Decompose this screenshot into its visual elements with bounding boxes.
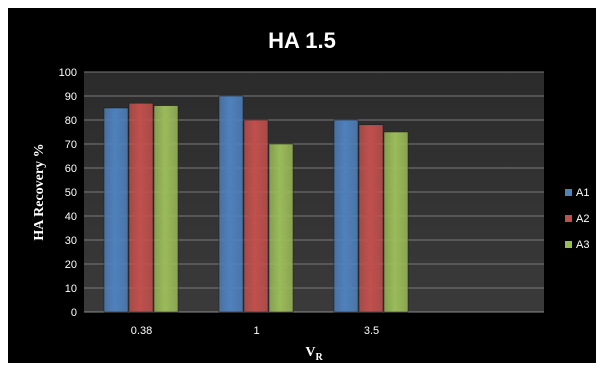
y-axis-label: HA Recovery % <box>32 143 47 240</box>
legend-swatch-a1 <box>565 189 572 196</box>
x-tick-label: 1 <box>253 325 259 337</box>
bar-a2-1 <box>243 119 269 313</box>
y-tick-label: 100 <box>59 67 77 79</box>
legend-swatch-a3 <box>565 241 572 248</box>
y-tick-label: 30 <box>65 235 77 247</box>
bar-a2-0 <box>128 102 154 313</box>
legend-label-a1: A1 <box>576 187 589 199</box>
legend: A1 A2 A3 <box>565 187 589 251</box>
y-tick-label: 0 <box>71 307 77 319</box>
y-tick-label: 60 <box>65 163 77 175</box>
x-tick-label: 0.38 <box>131 325 152 337</box>
y-tick-label: 10 <box>65 283 77 295</box>
y-tick-label: 40 <box>65 211 77 223</box>
x-tick-labels: 0.38 1 3.5 <box>131 325 379 337</box>
legend-label-a3: A3 <box>576 239 589 251</box>
bar-a3-1 <box>268 143 294 313</box>
y-tick-labels: 0 10 20 30 40 50 60 70 80 90 100 <box>59 67 77 319</box>
y-tick-label: 20 <box>65 259 77 271</box>
y-tick-label: 90 <box>65 91 77 103</box>
y-tick-label: 80 <box>65 115 77 127</box>
legend-label-a2: A2 <box>576 213 589 225</box>
bar-a1-0 <box>103 107 129 313</box>
bar-a1-1 <box>218 95 244 313</box>
y-tick-label: 70 <box>65 139 77 151</box>
bar-series <box>103 95 409 313</box>
x-axis-label-main: V <box>305 345 315 360</box>
bar-a2-2 <box>358 124 384 313</box>
x-axis-label-subscript: R <box>315 352 323 363</box>
x-axis-label: VR <box>305 345 323 363</box>
legend-swatch-a2 <box>565 215 572 222</box>
bar-a3-2 <box>383 131 409 313</box>
chart-title: HA 1.5 <box>268 28 336 53</box>
x-tick-label: 3.5 <box>364 325 379 337</box>
y-tick-label: 50 <box>65 187 77 199</box>
bar-a3-0 <box>153 105 179 313</box>
bar-a1-2 <box>333 119 359 313</box>
